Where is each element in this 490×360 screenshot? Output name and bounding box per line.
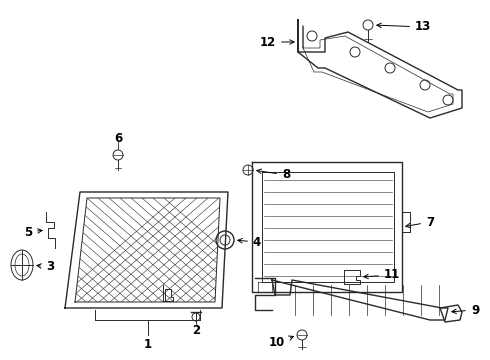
Text: 3: 3 <box>37 261 54 274</box>
Text: 4: 4 <box>238 235 261 248</box>
Text: 7: 7 <box>406 216 434 229</box>
Polygon shape <box>298 20 462 118</box>
Text: 1: 1 <box>144 338 152 351</box>
Text: 6: 6 <box>114 131 122 144</box>
Polygon shape <box>272 280 448 320</box>
Polygon shape <box>65 192 228 308</box>
Text: 9: 9 <box>452 303 479 316</box>
Text: 13: 13 <box>377 21 431 33</box>
Text: 2: 2 <box>192 324 200 337</box>
Text: 5: 5 <box>24 225 42 238</box>
Text: 12: 12 <box>260 36 294 49</box>
Text: 10: 10 <box>269 336 294 350</box>
Text: 8: 8 <box>257 168 290 181</box>
Text: 11: 11 <box>364 269 400 282</box>
